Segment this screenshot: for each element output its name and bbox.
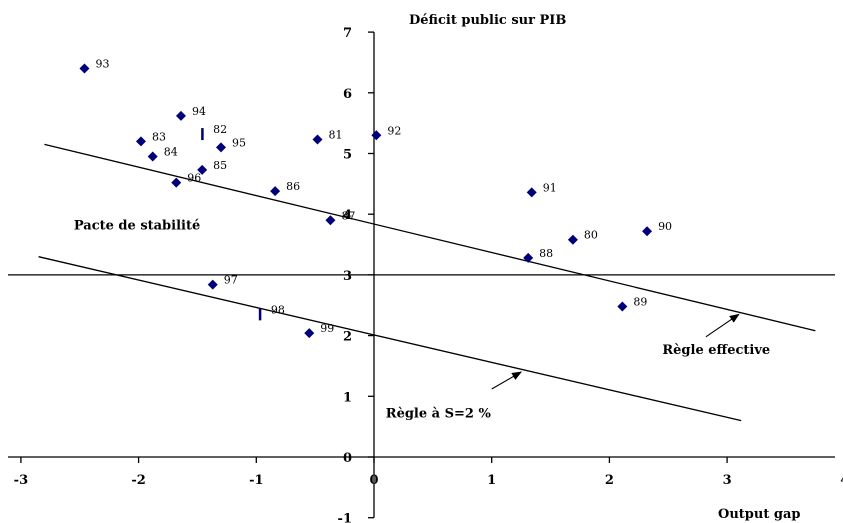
x-tick-label: 1 — [487, 473, 496, 488]
effective-rule-line — [44, 143, 816, 332]
data-point — [526, 187, 537, 198]
annotations: Règle effective Règle à S=2 % Pacte de sta… — [74, 218, 770, 421]
data-point — [325, 215, 336, 226]
point-label: 84 — [164, 146, 178, 159]
point-label: 97 — [224, 274, 238, 287]
annotation-label: Règle effective — [662, 343, 770, 358]
data-point — [312, 134, 323, 145]
data-point — [642, 226, 653, 237]
annotation-arrow — [491, 371, 522, 390]
y-tick-label: 3 — [343, 269, 352, 284]
data-points — [79, 63, 653, 339]
data-point — [215, 142, 226, 153]
point-label: 90 — [658, 220, 672, 233]
x-tick-label: -3 — [14, 473, 28, 488]
y-tick-label: 5 — [343, 148, 352, 163]
x-axis-label: Output gap — [718, 507, 800, 522]
data-point — [175, 110, 186, 121]
annotation-label: Pacte de stabilité — [74, 218, 200, 233]
point-label: 86 — [286, 180, 300, 193]
annotation-label: Règle à S=2 % — [386, 407, 492, 422]
x-tick-label: -2 — [131, 473, 145, 488]
point-label: 83 — [152, 130, 166, 143]
x-tick-label: 4 — [840, 473, 843, 488]
data-point — [258, 308, 262, 321]
y-tick-label: 6 — [343, 87, 352, 102]
point-label: 93 — [95, 58, 109, 71]
point-label: 94 — [192, 105, 206, 118]
x-tick-label: -1 — [249, 473, 263, 488]
data-point — [567, 234, 578, 245]
y-tick-label: -1 — [338, 512, 352, 523]
x-tick-label: 2 — [605, 473, 614, 488]
data-point — [207, 279, 218, 290]
point-label: 95 — [232, 136, 246, 149]
point-label: 87 — [341, 209, 355, 222]
chart-title: Déficit public sur PIB — [409, 13, 566, 28]
data-point — [79, 63, 90, 74]
y-tick-label: 2 — [343, 330, 352, 345]
data-point — [304, 328, 315, 339]
point-label: 81 — [329, 129, 343, 142]
point-label: 92 — [387, 124, 401, 137]
data-point — [371, 130, 382, 141]
data-point — [197, 164, 208, 175]
y-tick-label: 0 — [343, 451, 352, 466]
annotation-arrow — [705, 313, 740, 338]
point-label: 99 — [320, 322, 334, 335]
data-point — [201, 128, 204, 141]
data-point — [171, 177, 182, 188]
point-labels: 93 94 82 83 95 84 85 96 81 92 86 87 91 80 90 88 89 97 98 99 — [95, 58, 672, 336]
point-label: 85 — [213, 159, 227, 172]
y-tick-label: 4 — [343, 208, 352, 223]
point-label: 91 — [543, 181, 557, 194]
x-tick-label: 0 — [369, 473, 378, 488]
y-tick-label: 1 — [343, 390, 352, 405]
data-point — [270, 186, 281, 197]
data-point — [523, 252, 534, 263]
point-label: 82 — [213, 123, 227, 136]
point-label: 80 — [584, 229, 598, 242]
regression-lines — [8, 143, 835, 422]
data-point — [135, 136, 146, 147]
point-label: 98 — [271, 303, 285, 316]
axes: -3 -2 -1 0 1 2 3 4 -1 0 1 2 3 4 5 6 7 — [8, 26, 843, 523]
data-point — [617, 301, 628, 312]
point-label: 96 — [187, 172, 201, 185]
data-point — [147, 151, 158, 162]
y-tick-label: 7 — [343, 26, 352, 41]
rule-s2-line — [38, 256, 742, 422]
point-label: 88 — [539, 247, 553, 260]
x-tick-label: 3 — [723, 473, 732, 488]
point-label: 89 — [633, 295, 647, 308]
